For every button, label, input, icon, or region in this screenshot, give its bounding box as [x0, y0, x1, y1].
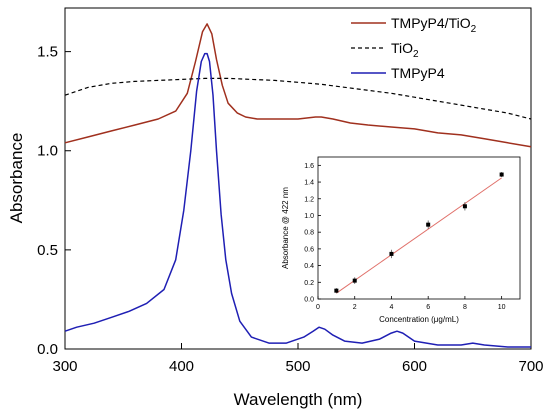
inset-fit-line [336, 177, 502, 294]
inset-x-tick-label: 10 [498, 304, 506, 311]
inset-y-tick-label: 0.6 [304, 246, 314, 253]
inset-data-point [499, 172, 504, 177]
legend-label-tio2: TiO2 [391, 40, 419, 60]
legend: TMPyP4/TiO2 TiO2 TMPyP4 [351, 15, 477, 81]
inset-y-tick-label: 0.0 [304, 297, 314, 304]
inset-y-tick-label: 1.6 [304, 163, 314, 170]
main-y-tick-label: 1.0 [37, 143, 58, 160]
main-x-tick-label: 400 [169, 358, 194, 375]
inset-y-tick-label: 1.0 [304, 213, 314, 220]
legend-label-tmpyp4-tio2: TMPyP4/TiO2 [391, 15, 477, 35]
inset-x-tick-label: 4 [390, 304, 394, 311]
main-y-ticks: 0.0 0.5 1.0 1.5 [37, 44, 71, 358]
series-line-tio2 [64, 77, 532, 120]
inset-y-axis-title: Absorbance @ 422 nm [281, 187, 290, 269]
main-x-tick-label: 600 [402, 358, 427, 375]
inset-x-axis-title: Concentration (μg/mL) [379, 315, 459, 324]
inset-data-point [462, 204, 467, 209]
inset-data-point [334, 288, 339, 293]
main-y-tick-label: 1.5 [37, 44, 58, 61]
inset-y-ticks: 0.0 0.2 0.4 0.6 0.8 1.0 1.2 1.4 1.6 [304, 163, 321, 304]
inset-data-point [389, 251, 394, 256]
legend-label-tmpyp4: TMPyP4 [391, 65, 445, 81]
main-x-tick-label: 700 [518, 358, 543, 375]
inset-y-tick-label: 0.4 [304, 263, 314, 270]
inset-x-tick-label: 6 [426, 304, 430, 311]
inset-x-tick-label: 8 [463, 304, 467, 311]
main-y-tick-label: 0.0 [37, 341, 58, 358]
main-x-tick-label: 300 [52, 358, 77, 375]
inset-y-tick-label: 0.8 [304, 230, 314, 237]
inset-plot: 0 2 4 6 8 10 0.0 0.2 0.4 0.6 0.8 1.0 1.2 1.4 1.6 Conc… [281, 156, 521, 324]
inset-data-point [352, 278, 357, 283]
inset-y-tick-label: 1.4 [304, 180, 314, 187]
series-line-tmpyp4 [64, 52, 531, 348]
inset-plot-frame [317, 156, 521, 300]
inset-x-tick-label: 0 [316, 304, 320, 311]
inset-x-tick-label: 2 [353, 304, 357, 311]
inset-y-tick-label: 0.2 [304, 280, 314, 287]
inset-y-tick-label: 1.2 [304, 196, 314, 203]
main-y-axis-title: Absorbance [7, 133, 26, 224]
main-x-tick-label: 500 [285, 358, 310, 375]
main-series-group [64, 23, 532, 348]
series-line-tmpyp4-tio2 [64, 23, 532, 148]
main-x-axis-title: Wavelength (nm) [234, 390, 363, 409]
main-x-ticks: 300 400 500 600 700 [52, 343, 544, 375]
inset-x-ticks: 0 2 4 6 8 10 [316, 296, 506, 311]
inset-marks [334, 172, 504, 294]
main-y-tick-label: 0.5 [37, 242, 58, 259]
inset-data-point [426, 222, 431, 227]
